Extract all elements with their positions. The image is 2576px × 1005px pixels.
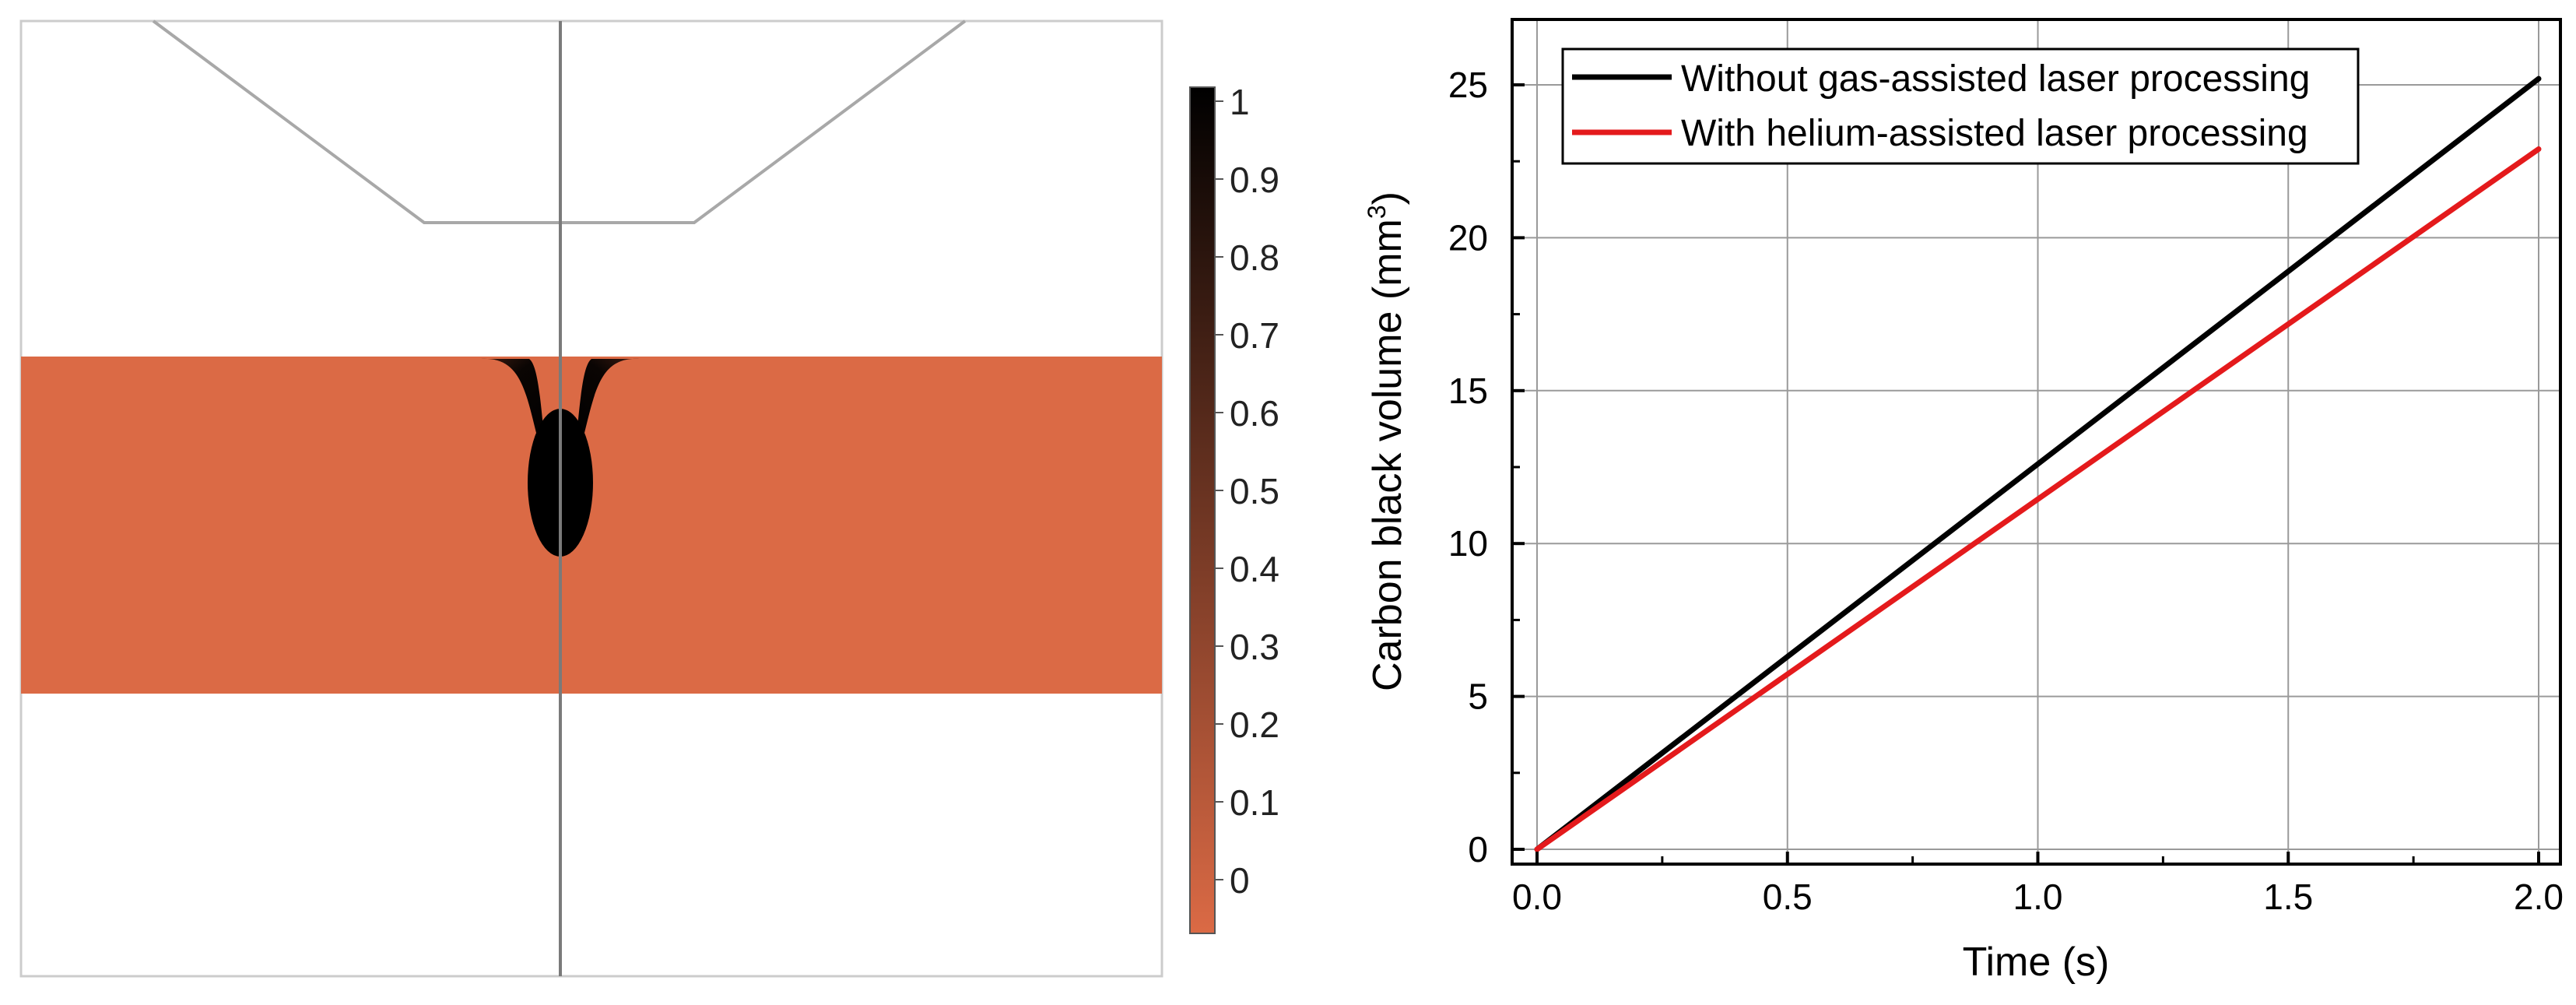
- y-tick-label: 15: [1448, 371, 1488, 411]
- material-layer: [21, 357, 1162, 694]
- y-axis-label-tail: ): [1365, 192, 1410, 205]
- y-tick-label: 10: [1448, 523, 1488, 564]
- y-axis-ticks: 0 5 10 15 20 25: [1448, 65, 1525, 870]
- y-tick-label: 20: [1448, 217, 1488, 258]
- colorbar: 1 0.9 0.8 0.7 0.6 0.5 0.4 0.3 0.2 0.1 0: [1189, 82, 1279, 934]
- x-axis-label: Time (s): [1963, 940, 2110, 985]
- y-axis-label-sup: 3: [1363, 205, 1391, 219]
- x-tick-label: 2.0: [2514, 877, 2564, 917]
- y-tick-label: 25: [1448, 65, 1488, 105]
- colorbar-tick-label: 1: [1230, 82, 1250, 122]
- colorbar-tick-label: 0.1: [1230, 782, 1279, 823]
- colorbar-tick-label: 0.2: [1230, 705, 1279, 745]
- x-tick-label: 0.0: [1512, 877, 1562, 917]
- y-axis-label: Carbon black volume (mm3): [1363, 192, 1410, 691]
- colorbar-tick-label: 0.7: [1230, 315, 1279, 356]
- legend-label-helium: With helium-assisted laser processing: [1681, 113, 2308, 154]
- legend-label-without-gas: Without gas-assisted laser processing: [1681, 58, 2310, 100]
- legend-box: [1561, 47, 2360, 165]
- colorbar-tick-label: 0.3: [1230, 627, 1279, 667]
- colorbar-ticks: 1 0.9 0.8 0.7 0.6 0.5 0.4 0.3 0.2 0.1 0: [1215, 82, 1279, 901]
- colorbar-gradient: [1189, 86, 1216, 934]
- x-tick-label: 1.5: [2263, 877, 2313, 917]
- colorbar-tick-label: 0.6: [1230, 393, 1279, 434]
- simulation-panel: [19, 19, 1163, 978]
- colorbar-tick-label: 0.5: [1230, 471, 1279, 511]
- y-axis-label-main: Carbon black volume (mm: [1365, 219, 1410, 691]
- colorbar-tick-label: 0: [1230, 860, 1250, 901]
- legend: Without gas-assisted laser processing Wi…: [1561, 47, 2360, 165]
- series-layer: [1534, 76, 2542, 852]
- y-tick-label: 5: [1468, 676, 1488, 717]
- x-axis-ticks: 0.0 0.5 1.0 1.5 2.0: [1512, 852, 2564, 917]
- series-line-0: [1534, 76, 2542, 852]
- series-line-1: [1534, 146, 2542, 852]
- colorbar-tick-label: 0.8: [1230, 237, 1279, 278]
- x-tick-label: 0.5: [1763, 877, 1813, 917]
- colorbar-tick-label: 0.9: [1230, 160, 1279, 200]
- colorbar-tick-label: 0.4: [1230, 549, 1279, 589]
- y-tick-label: 0: [1468, 829, 1488, 870]
- x-tick-label: 1.0: [2013, 877, 2063, 917]
- line-chart: 0.0 0.5 1.0 1.5 2.0 0 5 10 15 20 25 Time (s) Carb…: [1363, 18, 2564, 985]
